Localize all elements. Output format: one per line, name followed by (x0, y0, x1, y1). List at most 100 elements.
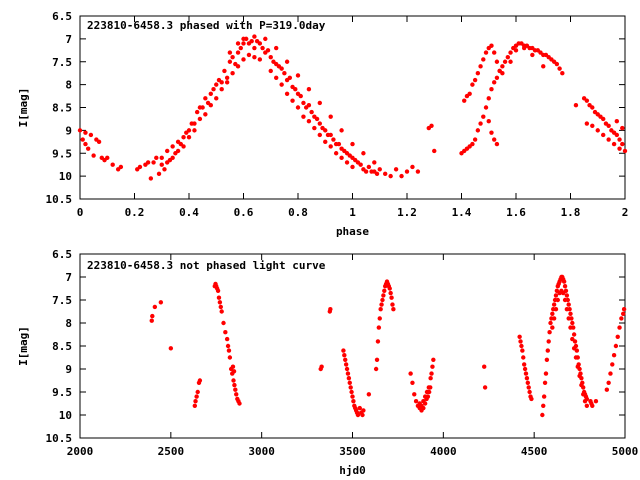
data-point (193, 399, 198, 404)
data-point (149, 318, 154, 323)
data-point (478, 121, 483, 126)
data-point (601, 116, 606, 122)
data-point (541, 394, 547, 399)
data-point (378, 307, 383, 312)
data-point (526, 385, 531, 390)
data-point (561, 290, 566, 296)
data-point (393, 167, 399, 172)
data-point (216, 295, 222, 300)
data-point (252, 34, 257, 39)
data-point (494, 141, 500, 147)
data-point (608, 371, 613, 376)
data-point (606, 123, 611, 128)
y-tick-label: 9 (65, 124, 72, 137)
data-point (561, 279, 567, 284)
data-point (195, 389, 200, 395)
data-point (235, 50, 241, 55)
data-point (165, 160, 170, 165)
data-point (361, 151, 366, 156)
data-point (295, 105, 301, 110)
data-point (215, 288, 221, 293)
y-tick-label: 10.5 (46, 193, 73, 206)
data-point (617, 146, 622, 151)
data-point (349, 389, 354, 395)
data-point (620, 311, 626, 316)
data-point (541, 64, 546, 69)
data-point (475, 70, 481, 76)
data-point (422, 401, 428, 406)
data-point (328, 132, 333, 138)
data-point (374, 357, 380, 362)
data-point (472, 77, 478, 83)
data-point (227, 355, 233, 360)
data-point (328, 144, 333, 149)
data-point (306, 103, 312, 108)
x-tick-label: 4500 (521, 445, 548, 458)
data-point (375, 339, 381, 344)
data-point (208, 91, 213, 96)
x-axis-label: phase (336, 225, 369, 238)
y-tick-label: 9.5 (52, 386, 72, 399)
data-point (265, 48, 271, 53)
data-point (372, 160, 377, 165)
data-point (223, 330, 228, 335)
data-point (186, 128, 192, 133)
data-point (181, 135, 186, 140)
data-point (214, 82, 219, 87)
data-point (404, 169, 410, 174)
data-point (571, 346, 577, 351)
data-point (522, 366, 528, 372)
data-point (482, 364, 487, 369)
data-point (145, 160, 151, 165)
data-point (150, 313, 155, 319)
data-point (225, 343, 231, 349)
data-point (197, 116, 203, 122)
data-point (230, 54, 235, 60)
data-point (336, 141, 342, 147)
plot-title: 223810-6458.3 not phased light curve (87, 259, 326, 272)
data-point (521, 45, 527, 51)
data-point (486, 119, 491, 124)
data-point (323, 139, 328, 145)
data-point (408, 371, 413, 376)
data-point (85, 146, 91, 151)
data-point (366, 392, 372, 397)
data-point (383, 171, 388, 177)
data-point (241, 41, 246, 46)
y-tick-label: 8.5 (52, 102, 72, 115)
x-tick-label: 0.2 (125, 206, 145, 219)
data-point (492, 80, 497, 85)
data-point (110, 162, 115, 167)
data-point (584, 121, 590, 126)
data-point (238, 45, 243, 51)
data-point (350, 141, 355, 147)
y-tick-label: 7 (65, 271, 72, 284)
x-axis-label: hjd0 (339, 464, 366, 477)
data-point (301, 100, 306, 106)
data-point (530, 52, 535, 58)
data-point (232, 382, 237, 388)
data-point (227, 59, 233, 64)
data-point (544, 357, 550, 362)
data-point (260, 45, 265, 51)
data-point (604, 387, 610, 392)
data-point (579, 382, 584, 388)
data-point (158, 300, 164, 305)
data-point (617, 325, 622, 330)
data-point (83, 141, 88, 147)
data-point (298, 93, 303, 99)
data-point (492, 137, 497, 142)
data-point (208, 103, 213, 108)
data-point (590, 403, 595, 408)
data-point (483, 105, 489, 110)
plot-frame (79, 15, 626, 200)
data-point (314, 116, 320, 122)
data-point (614, 132, 620, 138)
data-point (80, 137, 85, 142)
data-point (170, 155, 175, 161)
data-point (234, 392, 239, 397)
data-point (252, 45, 257, 51)
y-tick-label: 7.5 (52, 56, 72, 69)
data-point (263, 36, 268, 42)
data-point (568, 325, 573, 330)
